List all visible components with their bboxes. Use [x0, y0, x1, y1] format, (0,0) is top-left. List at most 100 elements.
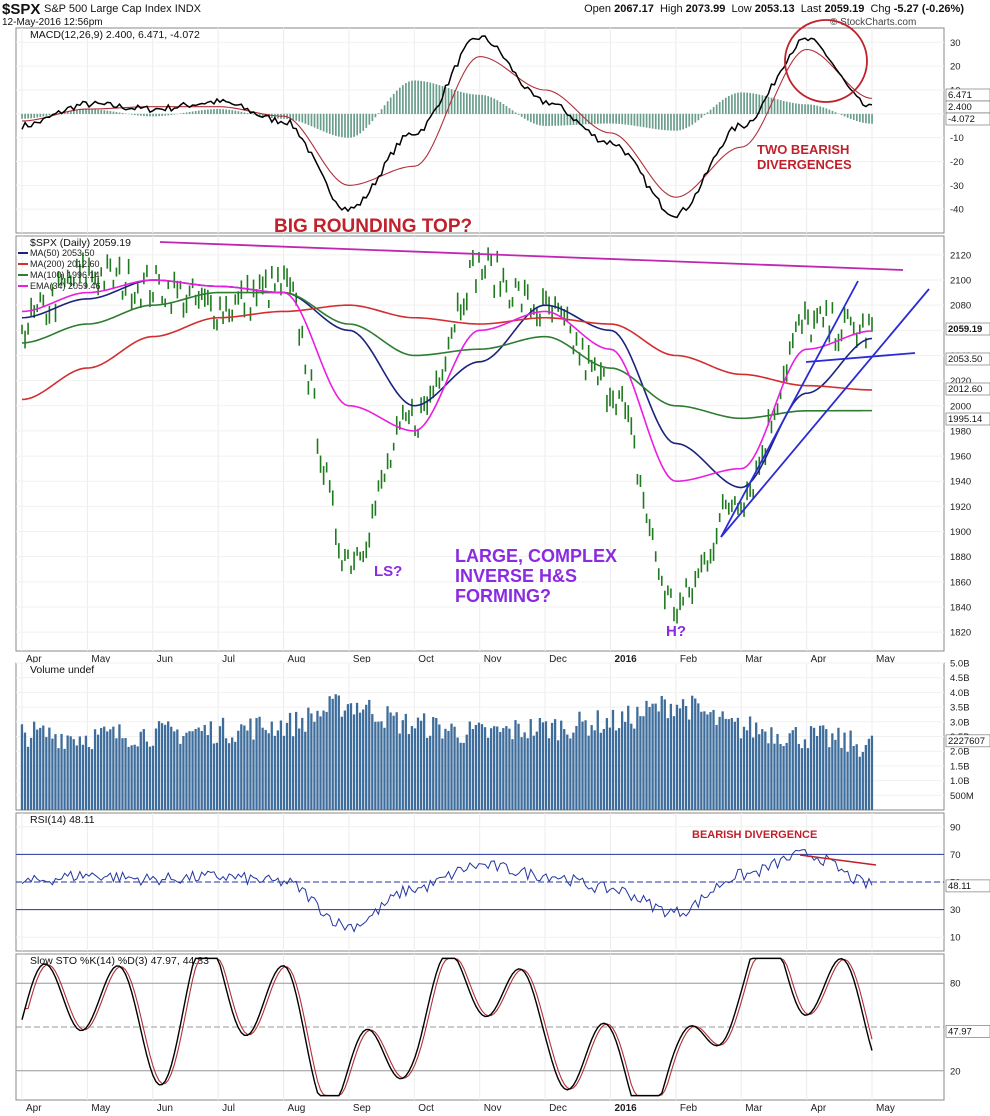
- volume-bar: [279, 720, 283, 810]
- macd-histogram-bar: [72, 110, 75, 115]
- volume-bar: [298, 728, 301, 810]
- volume-bar: [319, 716, 322, 810]
- macd-histogram-bar: [667, 113, 669, 131]
- volume-bar: [352, 714, 356, 810]
- volume-bar: [343, 710, 347, 810]
- volume-bar: [112, 726, 115, 810]
- volume-bar: [252, 739, 255, 810]
- volume-bar: [605, 718, 609, 810]
- macd-histogram-bar: [338, 113, 340, 137]
- volume-bar: [429, 735, 432, 810]
- x-tick-label: Oct: [418, 1103, 434, 1114]
- volume-bar: [288, 712, 292, 810]
- volume-bar: [285, 722, 289, 810]
- volume-bar: [328, 696, 331, 810]
- volume-bar: [444, 728, 447, 810]
- macd-histogram-bar: [100, 109, 103, 115]
- volume-bar: [301, 717, 304, 810]
- macd-histogram-bar: [606, 113, 608, 124]
- volume-bar: [700, 711, 703, 810]
- macd-histogram-bar: [563, 113, 566, 126]
- macd-histogram-bar: [347, 113, 349, 138]
- macd-histogram-bar: [557, 113, 560, 126]
- ma-line-3: [21, 291, 873, 420]
- volume-bar: [712, 709, 715, 810]
- macd-histogram-bar: [520, 113, 523, 117]
- volume-bar: [75, 745, 78, 810]
- volume-bar: [614, 730, 618, 810]
- macd-histogram-bar: [411, 80, 413, 115]
- macd-histogram-bar: [508, 108, 511, 115]
- macd-histogram-bar: [155, 113, 157, 117]
- volume-bar: [703, 711, 706, 810]
- macd-histogram-bar: [207, 109, 209, 115]
- macd-histogram-bar: [682, 113, 685, 130]
- macd-histogram-bar: [688, 113, 691, 127]
- macd-histogram-bar: [712, 107, 715, 115]
- macd-histogram-bar: [801, 104, 803, 115]
- x-tick-label: Sep: [353, 654, 371, 665]
- macd-histogram-bar: [618, 113, 621, 124]
- macd-histogram-bar: [246, 113, 249, 115]
- volume-bar: [721, 711, 724, 810]
- volume-bar: [103, 726, 106, 810]
- x-tick-label: May: [91, 654, 110, 665]
- macd-histogram-bar: [149, 113, 151, 117]
- volume-bar: [688, 719, 691, 810]
- macd-histogram-bar: [752, 93, 755, 115]
- macd-histogram-bar: [654, 113, 657, 130]
- x-tick-label: Jun: [157, 1103, 173, 1114]
- x-tick-label: Sep: [353, 1103, 371, 1114]
- macd-histogram-bar: [603, 113, 605, 124]
- macd-histogram-bar: [231, 110, 234, 115]
- macd-histogram-bar: [694, 113, 697, 123]
- x-tick-label: May: [91, 1103, 110, 1114]
- volume-bar: [840, 747, 843, 810]
- macd-histogram-bar: [161, 113, 164, 116]
- x-tick-label: Nov: [484, 1103, 502, 1114]
- volume-bar: [325, 711, 328, 810]
- macd-histogram-bar: [871, 113, 873, 124]
- panel-rsi-title: RSI(14) 48.11: [30, 814, 95, 826]
- macd-histogram-bar: [587, 113, 590, 125]
- volume-bar: [529, 719, 532, 810]
- macd-histogram-bar: [261, 113, 264, 117]
- volume-bar: [730, 717, 733, 810]
- macd-histogram-bar: [88, 109, 90, 115]
- macd-histogram-bar: [341, 113, 343, 138]
- volume-bar: [547, 738, 551, 810]
- x-tick-label: Feb: [680, 1103, 698, 1114]
- macd-histogram-bar: [237, 111, 240, 115]
- volume-bar: [139, 731, 142, 810]
- legend-entry: MA(50) 2053.50: [30, 248, 95, 258]
- volume-bar: [514, 720, 517, 810]
- x-tick-label: Apr: [811, 1103, 827, 1114]
- panel-macd-y-tick-label: 30: [950, 38, 961, 49]
- volume-bar: [118, 724, 121, 810]
- volume-bar: [697, 703, 700, 810]
- macd-histogram-bar: [24, 113, 26, 119]
- volume-bar: [96, 734, 100, 810]
- panel-volume-y-tick-label: 1.0B: [950, 776, 970, 787]
- macd-histogram-bar: [545, 113, 547, 126]
- volume-bar: [167, 721, 170, 810]
- volume-bar: [599, 732, 602, 810]
- macd-histogram-bar: [82, 109, 84, 115]
- macd-histogram-bar: [76, 109, 78, 115]
- macd-histogram-bar: [42, 113, 45, 117]
- macd-histogram-bar: [27, 113, 29, 119]
- volume-bar: [736, 717, 740, 810]
- volume-bar: [748, 716, 752, 810]
- volume-bar: [404, 713, 407, 810]
- volume-bar: [535, 731, 538, 810]
- volume-bar: [151, 745, 155, 810]
- volume-bar: [176, 729, 179, 810]
- volume-bar: [544, 721, 548, 810]
- chart-date: 12-May-2016 12:56pm: [2, 17, 103, 28]
- volume-bar: [282, 735, 286, 810]
- inverse-hs-annotation: LARGE, COMPLEX INVERSE H&S FORMING?: [455, 546, 618, 607]
- macd-histogram-bar: [865, 113, 867, 124]
- macd-histogram-bar: [706, 112, 709, 115]
- volume-bar: [663, 699, 666, 810]
- macd-histogram-bar: [301, 113, 304, 123]
